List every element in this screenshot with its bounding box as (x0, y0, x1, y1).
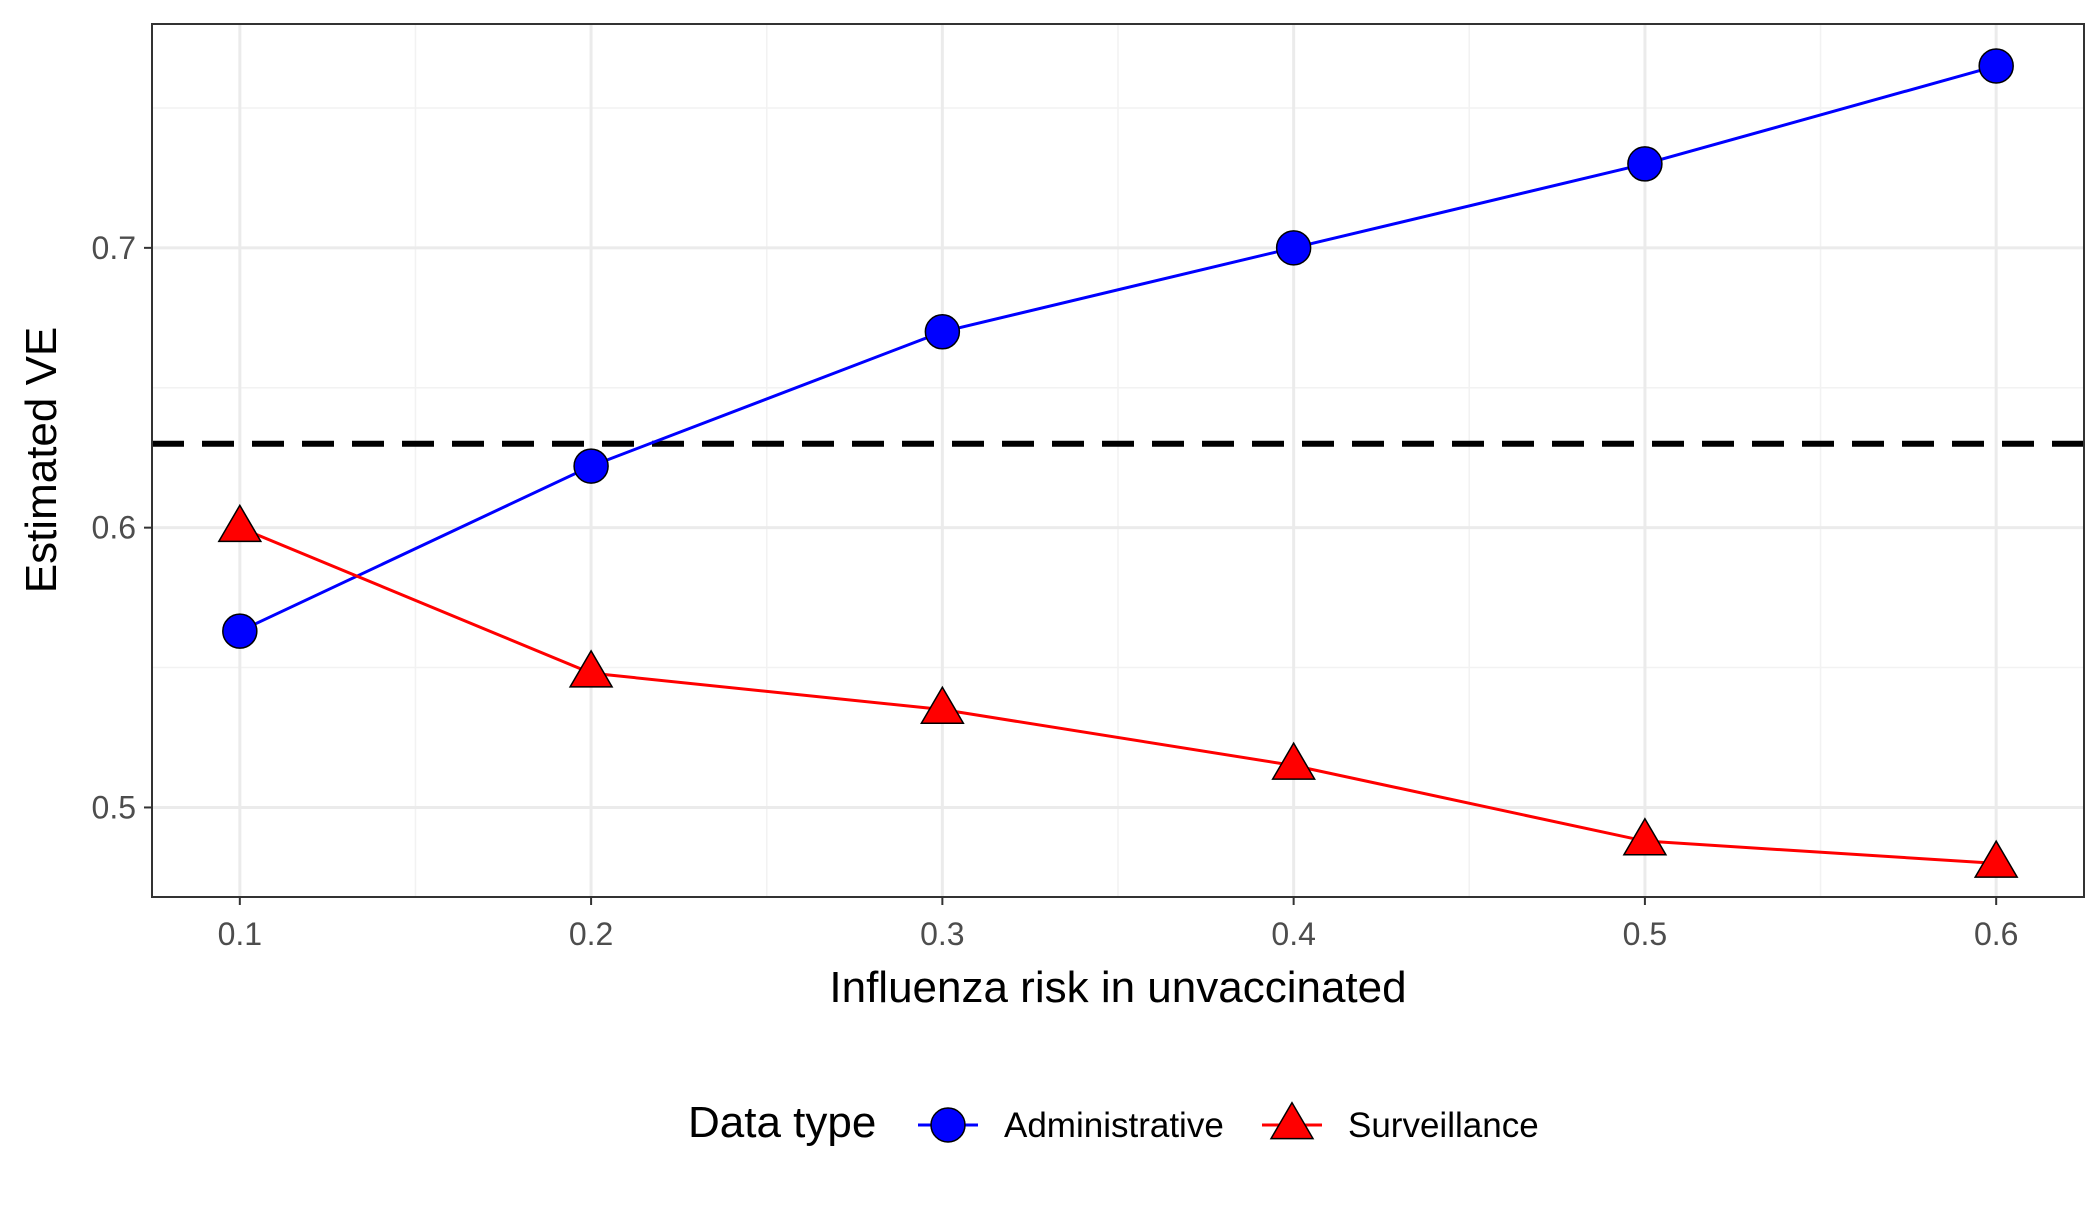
x-tick-label: 0.3 (920, 916, 964, 952)
series-line-administrative (239, 64, 1997, 633)
series-line-surveillance (239, 526, 1997, 865)
y-axis-title: Estimated VE (17, 327, 66, 594)
legend-key-circle-marker (930, 1107, 966, 1143)
legend-label-surveillance: Surveillance (1348, 1106, 1539, 1145)
x-tick-label: 0.6 (1974, 916, 2018, 952)
y-tick-label: 0.6 (92, 510, 136, 546)
x-tick-label: 0.4 (1271, 916, 1315, 952)
legend-keys: Administrative Surveillance (918, 1101, 1539, 1145)
x-axis-title: Influenza risk in unvaccinated (829, 963, 1406, 1012)
data-point-administrative (1275, 230, 1312, 266)
data-point-surveillance (920, 685, 965, 724)
y-tick-label: 0.5 (92, 789, 136, 825)
x-tick-label: 0.5 (1623, 916, 1667, 952)
legend: Data type Administrative Surveillance (688, 1098, 1539, 1147)
x-axis-ticks: 0.1 0.2 0.3 0.4 0.5 0.6 (218, 897, 2018, 952)
data-point-administrative (573, 448, 609, 484)
x-tick-label: 0.2 (569, 916, 613, 952)
data-point-surveillance (217, 503, 263, 543)
legend-key-triangle-marker (1269, 1101, 1315, 1140)
legend-title: Data type (688, 1098, 876, 1147)
data-point-administrative (222, 613, 258, 649)
data-point-surveillance (1973, 839, 2019, 878)
data-point-administrative (1978, 48, 2014, 84)
x-tick-label: 0.1 (218, 916, 262, 952)
legend-key-administrative: Administrative (918, 1106, 1224, 1145)
legend-key-surveillance: Surveillance (1262, 1101, 1539, 1145)
y-tick-label: 0.7 (92, 230, 136, 266)
legend-label-administrative: Administrative (1004, 1106, 1224, 1145)
y-axis-ticks: 0.5 0.6 0.7 (92, 230, 152, 825)
data-point-surveillance (1271, 741, 1316, 780)
data-point-administrative (1627, 146, 1663, 182)
data-point-surveillance (568, 649, 614, 688)
data-point-administrative (924, 314, 961, 350)
series-layer (217, 48, 2019, 878)
plot-panel-border (151, 23, 2085, 898)
data-point-surveillance (1622, 817, 1668, 856)
